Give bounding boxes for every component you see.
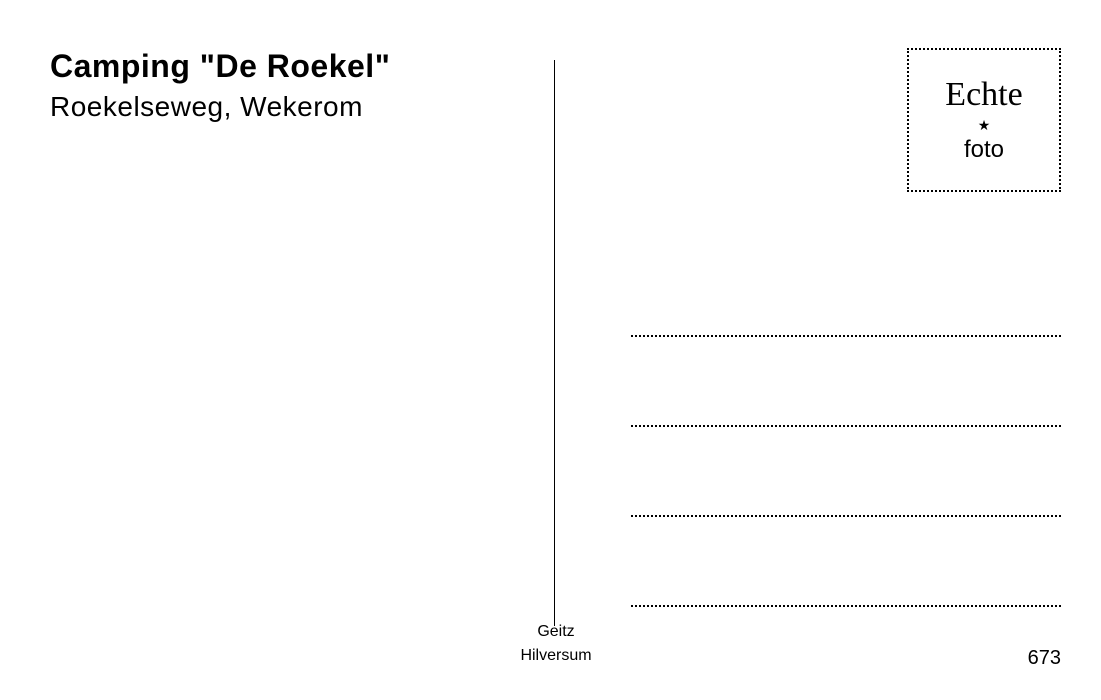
publisher-line-2: Hilversum	[496, 644, 616, 668]
sender-title-block: Camping "De Roekel" Roekelseweg, Wekerom	[50, 48, 390, 123]
title-line-2: Roekelseweg, Wekerom	[50, 91, 390, 123]
stamp-box-text-bottom: foto	[964, 138, 1004, 162]
title-line-1: Camping "De Roekel"	[50, 48, 390, 85]
address-line-3	[631, 515, 1061, 517]
postcard-back: Camping "De Roekel" Roekelseweg, Wekerom…	[0, 0, 1101, 700]
address-line-2	[631, 425, 1061, 427]
vertical-divider	[554, 60, 555, 626]
address-line-1	[631, 335, 1061, 337]
publisher-block: Geitz Hilversum	[496, 620, 616, 668]
card-number: 673	[1028, 647, 1061, 670]
address-line-4	[631, 605, 1061, 607]
stamp-box-text-top: Echte	[945, 78, 1022, 112]
publisher-line-1: Geitz	[496, 620, 616, 644]
star-icon: ★	[978, 118, 991, 132]
stamp-box: Echte ★ foto	[907, 48, 1061, 192]
